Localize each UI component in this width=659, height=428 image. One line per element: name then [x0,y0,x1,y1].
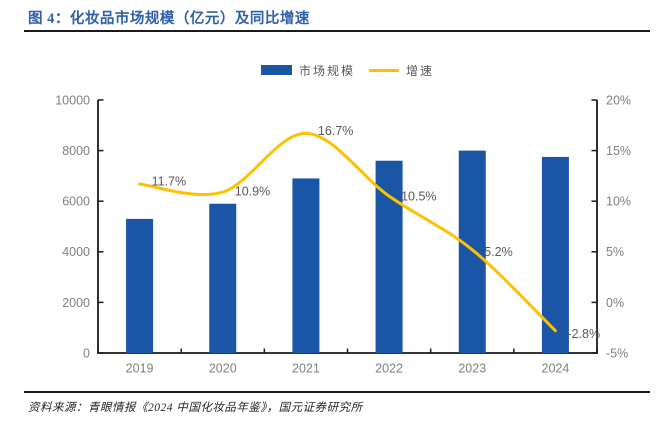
right-axis-tick-label: -5% [606,346,628,360]
right-axis-tick-label: 20% [606,93,631,107]
bar-2022 [375,160,403,353]
left-axis-tick-label: 10000 [55,93,90,107]
source-note: 资料来源：青眼情报《2024 中国化妆品年鉴》，国元证券研究所 [28,402,363,414]
footer-divider [24,391,650,393]
growth-point-label: 10.5% [401,190,436,204]
growth-point-label: 11.7% [152,174,187,188]
legend-label: 市场规模 [298,63,355,78]
x-axis-category-label: 2021 [292,361,320,375]
right-axis-tick-label: 10% [606,195,631,209]
chart-title: 图 4：化妆品市场规模（亿元）及同比增速 [28,11,310,27]
x-axis-category-label: 2020 [209,361,237,375]
x-axis-category-label: 2019 [126,361,154,375]
bar-2021 [292,178,320,353]
right-axis-tick-label: 0% [606,296,624,310]
axis-frame [97,100,598,354]
x-axis-category-label: 2022 [375,361,403,375]
growth-point-label: -2.8% [567,327,600,341]
legend-item-growth: 增速 [369,62,434,79]
x-axis-category-label: 2023 [458,361,486,375]
bar-series-swatch [260,65,292,75]
left-axis-tick-label: 4000 [62,245,90,259]
line-series-swatch [369,68,399,72]
bar-2020 [209,203,237,353]
bar-2019 [126,218,154,353]
growth-point-label: 16.7% [318,124,353,138]
growth-point-label: 5.2% [484,245,513,259]
legend-label: 增速 [406,63,435,78]
bar-2024 [541,156,569,353]
left-axis-tick-label: 6000 [62,195,90,209]
left-axis-tick-label: 2000 [62,296,90,310]
growth-line [138,131,557,333]
right-axis-tick-label: 15% [606,144,631,158]
legend-item-market-size: 市场规模 [260,62,355,79]
chart-legend: 市场规模 增速 [98,62,597,78]
left-axis-tick-label: 8000 [62,144,90,158]
title-divider [24,30,650,32]
growth-point-label: 10.9% [235,184,270,198]
x-axis-category-label: 2024 [542,361,570,375]
right-axis-tick-label: 5% [606,245,624,259]
bar-2023 [458,150,486,353]
left-axis-tick-label: 0 [83,346,90,360]
